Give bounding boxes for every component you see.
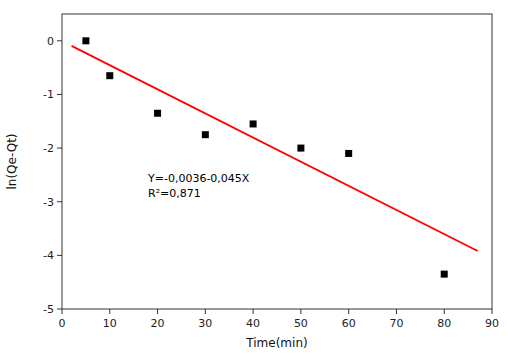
x-tick xyxy=(300,309,301,314)
point xyxy=(250,120,257,127)
point xyxy=(441,271,448,278)
point xyxy=(82,37,89,44)
x-tick-label: 0 xyxy=(59,317,66,330)
x-tick-label: 50 xyxy=(294,317,308,330)
annotation: Y=-0,0036-0,045X xyxy=(147,172,250,185)
x-tick-label: 80 xyxy=(437,317,451,330)
plot-area xyxy=(72,37,478,277)
x-tick xyxy=(348,309,349,314)
x-tick-label: 40 xyxy=(246,317,260,330)
y-axis-label: ln(Qe-Qt) xyxy=(5,133,19,189)
x-tick xyxy=(492,309,493,314)
x-tick-label: 90 xyxy=(485,317,499,330)
x-tick xyxy=(444,309,445,314)
y-tick xyxy=(57,40,62,41)
y-tick xyxy=(57,309,62,310)
point xyxy=(154,110,161,117)
point xyxy=(106,72,113,79)
x-axis-label: Time(min) xyxy=(245,336,307,350)
point xyxy=(202,131,209,138)
chart: 0 10 20 30 40 50 60 70 80 90 0 -1 -2 -3 -4 -5 Time(min) l… xyxy=(0,0,508,357)
y-tick xyxy=(57,255,62,256)
y-tick-label: -2 xyxy=(43,142,54,155)
y-tick xyxy=(57,94,62,95)
x-tick-label: 70 xyxy=(389,317,403,330)
y-tick-label: -5 xyxy=(43,303,54,316)
annotation: R²=0,871 xyxy=(148,187,201,200)
x-tick xyxy=(253,309,254,314)
plot-frame xyxy=(62,14,492,309)
point xyxy=(345,150,352,157)
x-tick xyxy=(109,309,110,314)
x-tick xyxy=(62,309,63,314)
y-tick-label: -3 xyxy=(43,196,54,209)
x-tick xyxy=(396,309,397,314)
x-tick-label: 10 xyxy=(103,317,117,330)
y-tick xyxy=(57,201,62,202)
regression-line xyxy=(72,46,478,251)
y-tick xyxy=(57,148,62,149)
x-tick xyxy=(157,309,158,314)
x-tick-label: 20 xyxy=(151,317,165,330)
y-tick-label: -4 xyxy=(43,249,54,262)
point xyxy=(297,145,304,152)
x-tick-label: 60 xyxy=(342,317,356,330)
x-tick-label: 30 xyxy=(198,317,212,330)
x-tick xyxy=(205,309,206,314)
y-tick-label: 0 xyxy=(47,35,54,48)
y-tick-label: -1 xyxy=(43,88,54,101)
